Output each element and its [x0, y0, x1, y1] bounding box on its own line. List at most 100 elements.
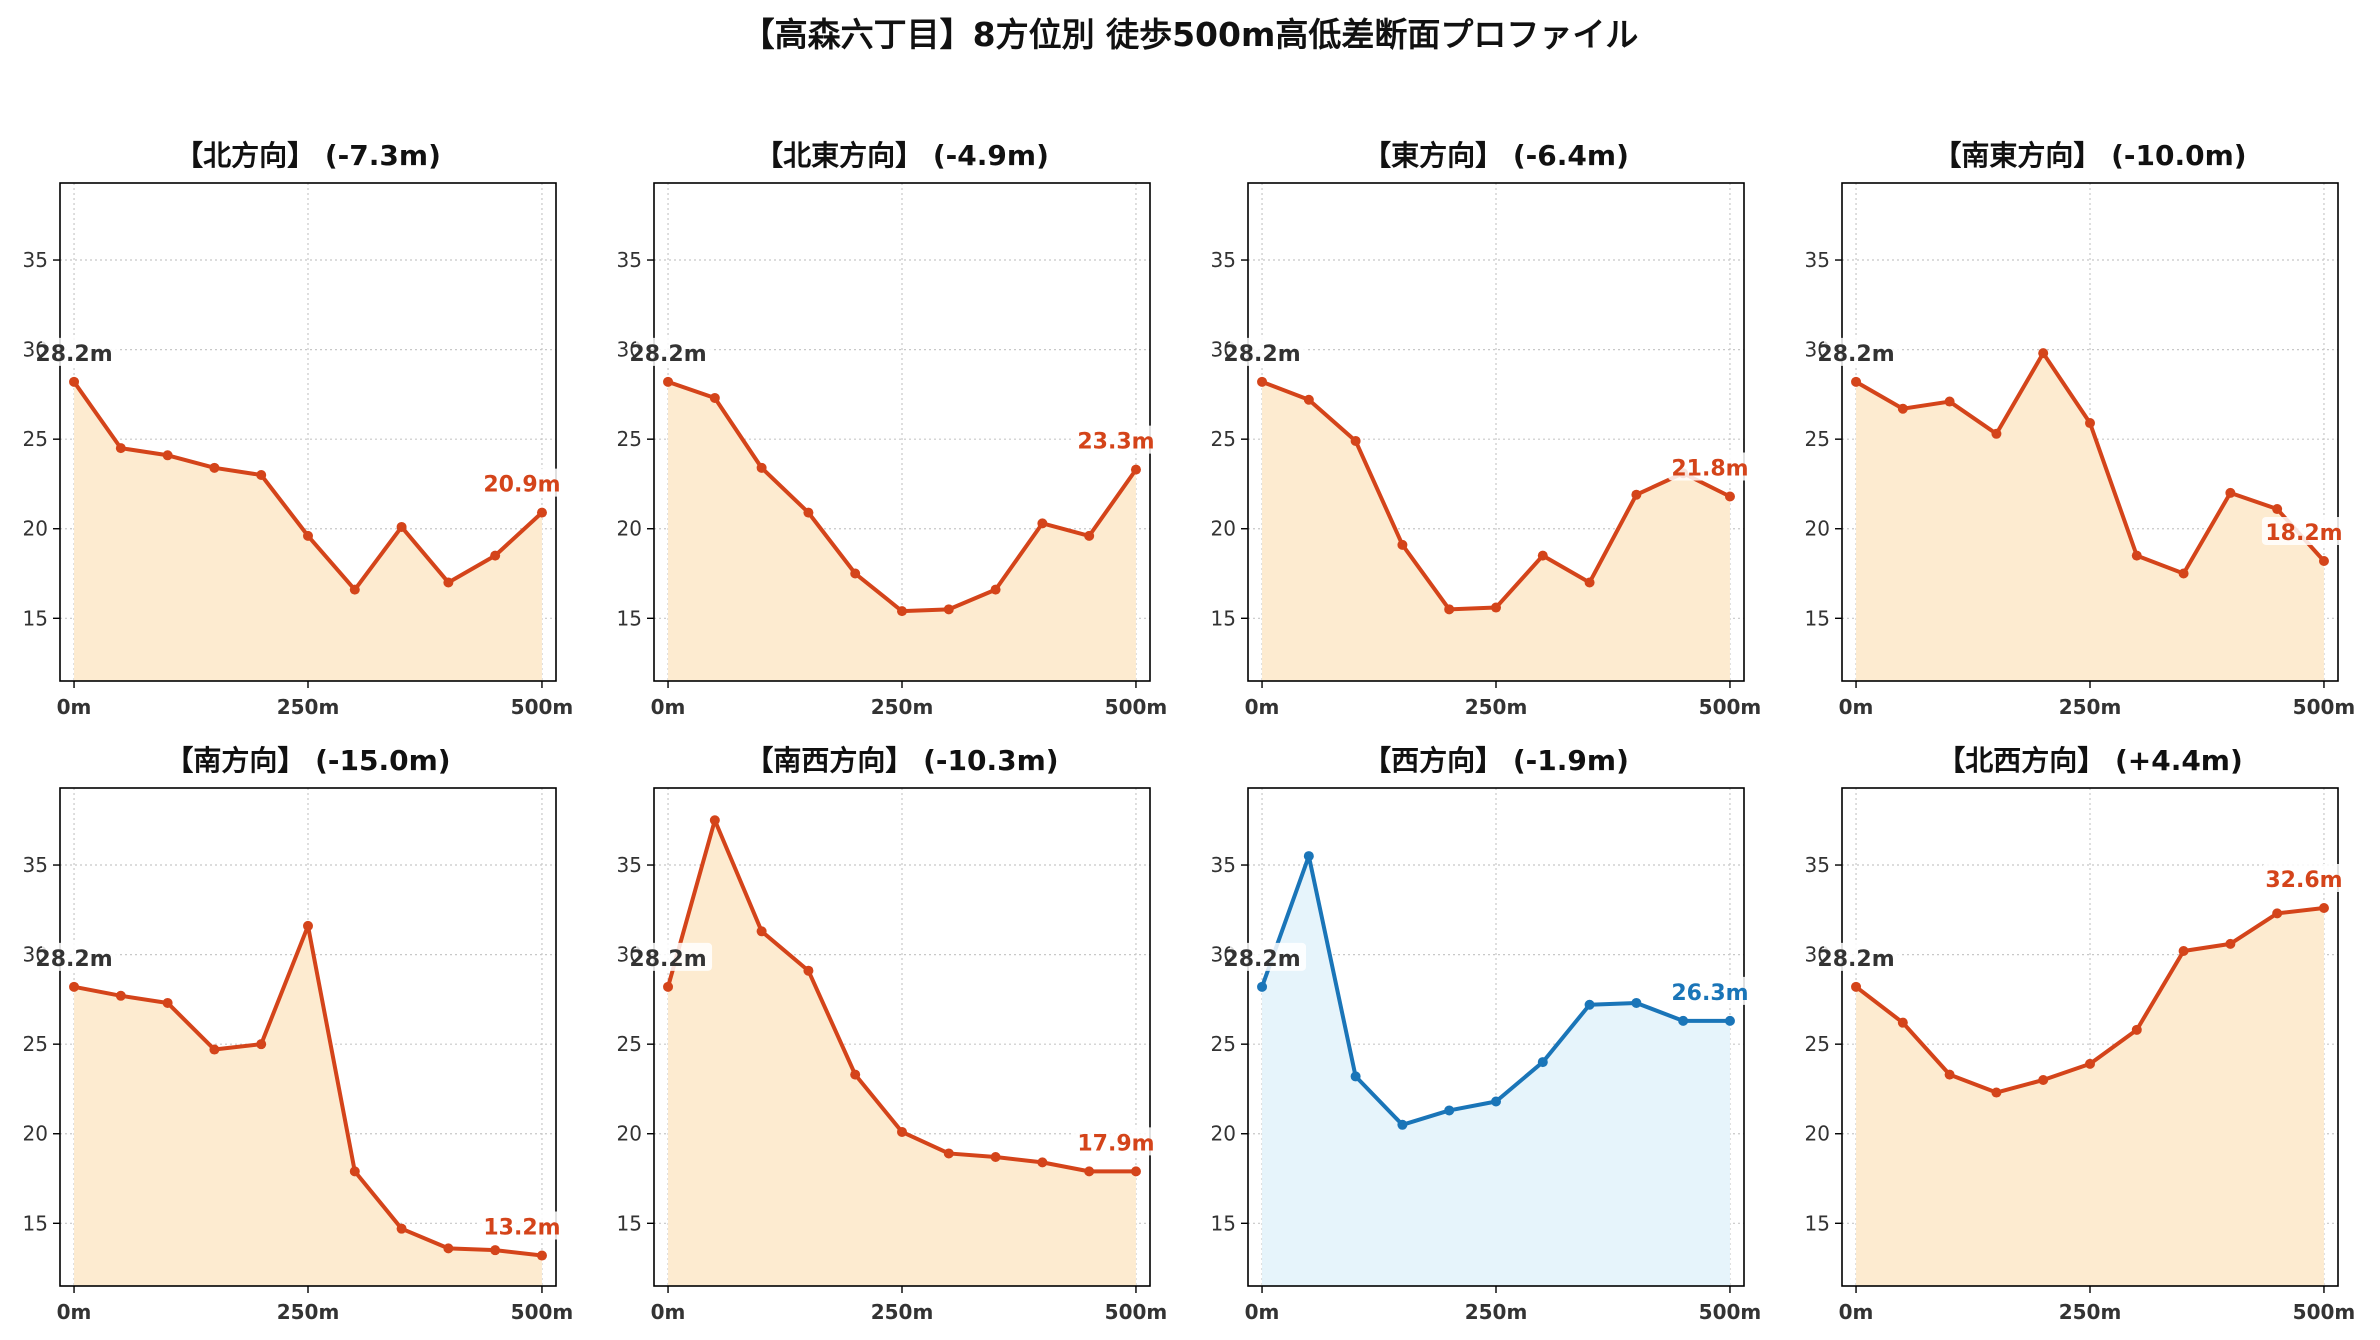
end-value-label: 23.3m — [1077, 430, 1154, 455]
data-point — [2178, 946, 2189, 957]
page-title: 【高森六丁目】8方位別 徒歩500m高低差断面プロファイル — [741, 15, 1639, 54]
data-point — [2131, 1024, 2142, 1035]
data-point — [1444, 1105, 1455, 1116]
y-tick-label: 20 — [617, 517, 642, 541]
start-label-bg — [636, 942, 713, 971]
data-point — [990, 584, 1001, 595]
data-point — [303, 920, 313, 931]
start-label-bg — [42, 942, 119, 971]
end-label-bg — [479, 1211, 562, 1240]
y-tick-label: 20 — [1805, 517, 1830, 541]
y-tick-label: 35 — [617, 248, 642, 272]
end-label-bg — [1667, 452, 1750, 481]
data-point — [1631, 997, 1642, 1008]
y-tick-label: 15 — [1211, 606, 1236, 630]
end-value-label: 20.9m — [483, 473, 560, 498]
data-point — [1084, 1166, 1095, 1177]
data-point — [162, 997, 173, 1008]
data-point — [897, 1126, 907, 1137]
data-point — [1991, 1087, 2002, 1098]
end-value-label: 17.9m — [1077, 1131, 1154, 1156]
start-value-label: 28.2m — [35, 342, 112, 367]
y-tick-label: 15 — [23, 606, 48, 630]
y-tick-label: 25 — [1211, 1032, 1236, 1056]
y-tick-label: 20 — [23, 1122, 48, 1146]
data-point — [1491, 602, 1501, 613]
panel-title: 【北方向】 (-7.3m) — [175, 139, 441, 172]
y-tick-label: 35 — [1211, 853, 1236, 877]
y-tick-label: 35 — [1805, 853, 1830, 877]
data-point — [1037, 518, 1048, 529]
data-point — [1350, 1071, 1361, 1082]
data-point — [1991, 428, 2002, 439]
start-value-label: 28.2m — [35, 947, 112, 972]
data-point — [1257, 981, 1268, 992]
x-tick-label: 500m — [1699, 695, 1762, 719]
y-tick-label: 25 — [23, 427, 48, 451]
x-tick-label: 500m — [1699, 1300, 1762, 1324]
y-tick-label: 25 — [1805, 1032, 1830, 1056]
y-tick-label: 15 — [617, 606, 642, 630]
area-fill — [74, 381, 542, 681]
x-tick-label: 0m — [651, 1300, 686, 1324]
data-point — [1397, 539, 1408, 550]
area-fill — [668, 820, 1136, 1286]
data-point — [2225, 938, 2236, 949]
end-label-bg — [1073, 425, 1156, 454]
data-point — [1678, 1015, 1689, 1026]
area-fill — [74, 925, 542, 1286]
y-tick-label: 35 — [23, 248, 48, 272]
x-tick-label: 500m — [511, 1300, 574, 1324]
data-point — [1724, 1015, 1735, 1026]
data-point — [1491, 1096, 1501, 1107]
start-value-label: 28.2m — [629, 342, 706, 367]
area-fill — [1262, 856, 1730, 1286]
data-point — [756, 926, 767, 937]
data-point — [1444, 604, 1455, 615]
data-point — [303, 530, 313, 541]
x-tick-label: 250m — [1465, 695, 1528, 719]
data-point — [990, 1152, 1001, 1163]
data-point — [850, 1069, 861, 1080]
data-point — [1130, 464, 1141, 475]
x-tick-label: 500m — [1105, 1300, 1168, 1324]
y-tick-label: 20 — [1211, 517, 1236, 541]
data-point — [536, 507, 547, 518]
data-point — [1897, 403, 1908, 414]
x-tick-label: 0m — [1839, 1300, 1874, 1324]
data-point — [1851, 981, 1862, 992]
data-point — [490, 1245, 501, 1256]
data-point — [1724, 491, 1735, 502]
data-point — [850, 568, 861, 579]
data-point — [1851, 376, 1862, 387]
x-tick-label: 0m — [57, 1300, 92, 1324]
y-tick-label: 35 — [1805, 248, 1830, 272]
data-point — [1584, 999, 1595, 1010]
data-point — [756, 462, 767, 473]
x-tick-label: 0m — [57, 695, 92, 719]
end-label-bg — [479, 468, 562, 497]
data-point — [2038, 1074, 2049, 1085]
data-point — [1130, 1166, 1141, 1177]
data-point — [490, 550, 501, 561]
start-label-bg — [42, 337, 119, 366]
start-label-bg — [636, 337, 713, 366]
x-tick-label: 250m — [277, 1300, 340, 1324]
area-fill — [1262, 381, 1730, 681]
start-value-label: 28.2m — [1817, 342, 1894, 367]
start-label-bg — [1824, 337, 1901, 366]
end-value-label: 32.6m — [2265, 868, 2342, 893]
panel-title: 【南方向】 (-15.0m) — [165, 744, 450, 777]
y-tick-label: 15 — [617, 1211, 642, 1235]
end-label-bg — [2261, 864, 2344, 893]
start-value-label: 28.2m — [1223, 947, 1300, 972]
data-point — [2131, 550, 2142, 561]
data-point — [1037, 1157, 1048, 1168]
y-tick-label: 15 — [23, 1211, 48, 1235]
x-tick-label: 250m — [2059, 1300, 2122, 1324]
